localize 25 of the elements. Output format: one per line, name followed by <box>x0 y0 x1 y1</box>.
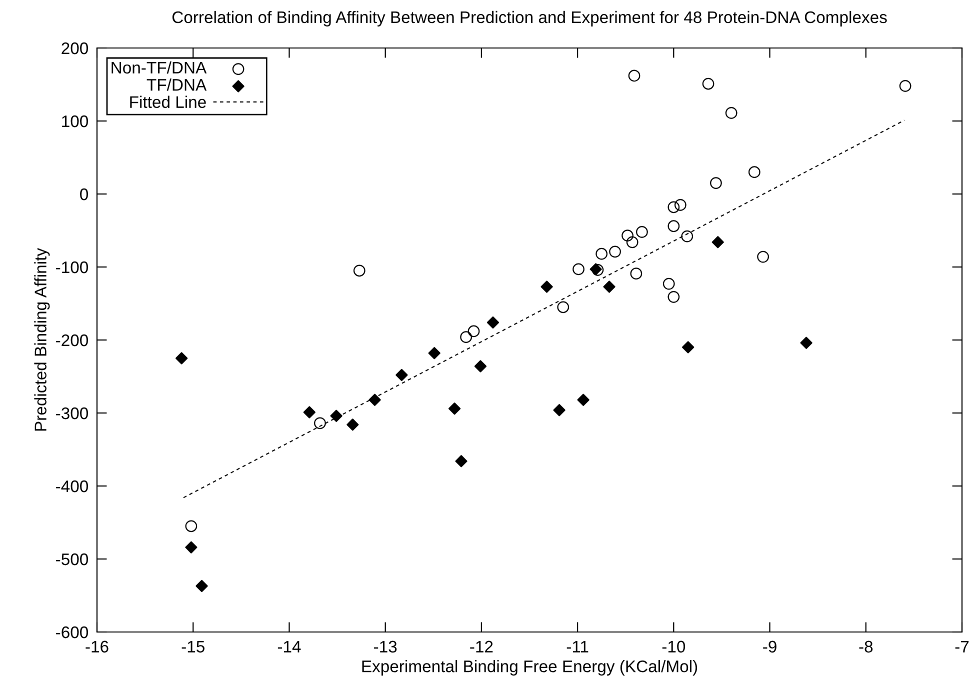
y-tick-label: -600 <box>56 626 88 638</box>
y-tick-label: 200 <box>62 42 88 54</box>
y-tick-label: -500 <box>56 553 88 566</box>
y-tick-label: -100 <box>56 261 88 274</box>
x-tick-label: -7 <box>955 640 969 652</box>
x-tick-label: -16 <box>86 640 108 653</box>
x-tick-label: -8 <box>859 640 873 653</box>
legend-label: Non-TF/DNA <box>112 61 207 74</box>
x-tick-label: -14 <box>278 640 301 652</box>
y-tick-label: -200 <box>56 334 88 346</box>
y-tick-label: 0 <box>80 188 88 200</box>
legend-label: TF/DNA <box>146 78 207 91</box>
x-axis-title: Experimental Binding Free Energy (KCal/Mol) <box>362 660 698 676</box>
y-tick-label: 100 <box>62 115 88 128</box>
x-tick-label: -9 <box>763 640 776 653</box>
legend-label: Fitted Line <box>130 96 206 108</box>
y-tick-label: -400 <box>56 480 88 492</box>
x-tick-label: -15 <box>182 640 204 653</box>
chart-title: Correlation of Binding Affinity Between Prediction and Experiment for 48 Protein-DNA Complexes <box>172 10 887 26</box>
y-tick-label: -300 <box>56 407 88 420</box>
y-axis-title: Predicted Binding Affinity <box>34 248 50 431</box>
x-tick-label: -11 <box>566 640 588 652</box>
x-tick-label: -13 <box>374 640 397 653</box>
x-tick-label: -10 <box>662 640 686 653</box>
x-tick-label: -12 <box>470 640 493 652</box>
